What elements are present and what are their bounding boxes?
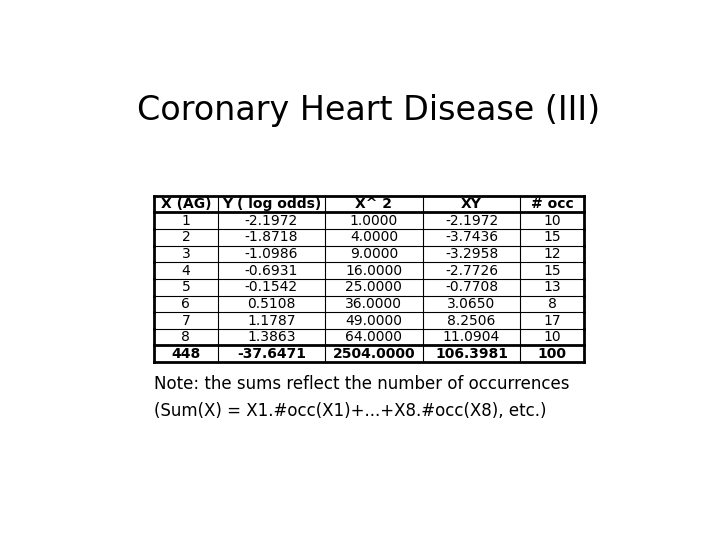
Text: 13: 13 [544,280,561,294]
Text: -0.6931: -0.6931 [245,264,298,278]
Text: 2504.0000: 2504.0000 [333,347,415,361]
Text: X^ 2: X^ 2 [356,197,392,211]
Text: 9.0000: 9.0000 [350,247,398,261]
Text: 49.0000: 49.0000 [346,314,402,328]
Text: 15: 15 [544,264,561,278]
Text: 106.3981: 106.3981 [435,347,508,361]
Text: -3.7436: -3.7436 [445,231,498,245]
Text: (Sum(X) = X1.#occ(X1)+...+X8.#occ(X8), etc.): (Sum(X) = X1.#occ(X1)+...+X8.#occ(X8), e… [154,402,546,420]
Text: Y ( log odds): Y ( log odds) [222,197,321,211]
Text: -1.0986: -1.0986 [245,247,298,261]
Text: X (AG): X (AG) [161,197,211,211]
Text: XY: XY [461,197,482,211]
Text: 25.0000: 25.0000 [346,280,402,294]
Text: -2.7726: -2.7726 [445,264,498,278]
Text: Coronary Heart Disease (III): Coronary Heart Disease (III) [138,94,600,127]
Text: -37.6471: -37.6471 [237,347,306,361]
Text: 8: 8 [181,330,190,344]
Text: 36.0000: 36.0000 [346,297,402,311]
Text: -0.7708: -0.7708 [445,280,498,294]
Text: 100: 100 [538,347,567,361]
Text: 16.0000: 16.0000 [346,264,402,278]
Text: 8: 8 [548,297,557,311]
Text: -0.1542: -0.1542 [245,280,298,294]
Text: 3.0650: 3.0650 [447,297,495,311]
Text: 64.0000: 64.0000 [346,330,402,344]
Text: Note: the sums reflect the number of occurrences: Note: the sums reflect the number of occ… [154,375,570,393]
Text: 5: 5 [181,280,190,294]
Text: 1.3863: 1.3863 [247,330,296,344]
Text: 0.5108: 0.5108 [247,297,295,311]
Text: 448: 448 [171,347,201,361]
Text: 4: 4 [181,264,190,278]
Text: 3: 3 [181,247,190,261]
Text: 7: 7 [181,314,190,328]
Text: 10: 10 [544,330,561,344]
Text: 2: 2 [181,231,190,245]
Text: -3.2958: -3.2958 [445,247,498,261]
Text: 1.1787: 1.1787 [247,314,296,328]
Text: 17: 17 [544,314,561,328]
Text: 12: 12 [544,247,561,261]
Text: 1: 1 [181,214,190,228]
Text: 8.2506: 8.2506 [447,314,496,328]
Text: 6: 6 [181,297,190,311]
Text: -1.8718: -1.8718 [245,231,298,245]
Text: 10: 10 [544,214,561,228]
Text: 11.0904: 11.0904 [443,330,500,344]
Text: 4.0000: 4.0000 [350,231,398,245]
Text: # occ: # occ [531,197,573,211]
Text: 15: 15 [544,231,561,245]
Text: -2.1972: -2.1972 [445,214,498,228]
Text: -2.1972: -2.1972 [245,214,298,228]
Text: 1.0000: 1.0000 [350,214,398,228]
